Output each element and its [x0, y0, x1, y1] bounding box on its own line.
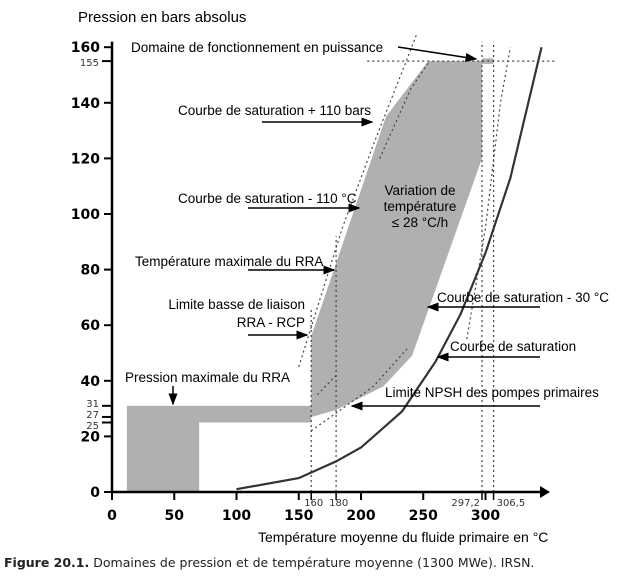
y-tick-label: 100	[71, 207, 100, 223]
label-pression-max-rra: Pression maximale du RRA	[125, 370, 290, 385]
y-tick-label: 120	[71, 151, 100, 167]
label-sat-minus-110: Courbe de saturation - 110 °C	[178, 191, 357, 206]
caption: Figure 20.1. Domaines de pression et de …	[4, 555, 534, 570]
arrow-domaine	[397, 46, 478, 62]
label-saturation: Courbe de saturation	[450, 339, 576, 354]
y-special-tick-label: 155	[80, 58, 99, 69]
label-variation-3: ≤ 28 °C/h	[392, 215, 448, 230]
x-tick-label: 250	[409, 508, 438, 524]
saturation-offset-curve	[379, 60, 430, 159]
label-sat-plus-110: Courbe de saturation + 110 bars	[178, 103, 371, 118]
x-tick-label: 0	[107, 508, 117, 524]
label-variation-1: Variation de	[384, 183, 455, 198]
x-special-tick-label: 180	[329, 498, 348, 509]
label-domaine: Domaine de fonctionnement en puissance	[131, 40, 383, 55]
x-tick-label: 300	[471, 508, 500, 524]
x-tick-label: 50	[165, 508, 185, 524]
y-tick-label: 140	[71, 96, 100, 112]
saturation-offset-curve	[466, 47, 511, 340]
label-limite-basse-2: RRA - RCP	[237, 315, 305, 330]
y-tick-label: 0	[90, 485, 100, 501]
x-special-tick-label: 306,5	[497, 498, 526, 509]
y-tick-label: 20	[81, 429, 101, 445]
x-tick-label: 200	[346, 508, 375, 524]
region-1	[126, 405, 312, 492]
y-tick-label: 40	[81, 374, 101, 390]
y-tick-label: 60	[81, 318, 101, 334]
x-tick-label: 100	[222, 508, 251, 524]
x-special-tick-label: 297,2	[451, 498, 480, 509]
caption-number: Figure 20.1.	[4, 555, 89, 570]
label-npsh: Limite NPSH des pompes primaires	[385, 385, 599, 400]
y-tick-label: 160	[71, 40, 100, 56]
saturation-curve	[236, 46, 543, 491]
y-special-tick-label: 31	[86, 399, 99, 410]
y-tick-label: 80	[81, 263, 101, 279]
label-limite-basse-1: Limite basse de liaison	[168, 297, 305, 312]
y-axis-title: Pression en bars absolus	[78, 9, 246, 26]
region-0	[311, 61, 483, 417]
caption-text: Domaines de pression et de température m…	[89, 555, 534, 570]
x-tick-label: 150	[284, 508, 313, 524]
x-axis-title: Température moyenne du fluide primaire e…	[258, 529, 548, 545]
x-special-tick-label: 160	[304, 498, 323, 509]
label-variation-2: température	[384, 199, 457, 214]
y-special-tick-label: 25	[86, 421, 99, 432]
label-sat-minus-30: Courbe de saturation - 30 °C	[437, 290, 609, 305]
label-temp-max-rra: Température maximale du RRA	[135, 254, 323, 269]
x-axis-arrowhead	[540, 486, 550, 498]
y-special-tick-label: 27	[86, 410, 99, 421]
